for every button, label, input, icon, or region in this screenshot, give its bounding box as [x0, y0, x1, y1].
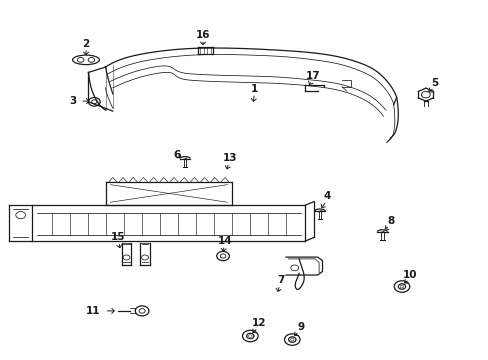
- Text: 2: 2: [82, 39, 89, 49]
- Text: 11: 11: [86, 306, 101, 316]
- Text: 17: 17: [305, 71, 320, 81]
- Text: 1: 1: [250, 84, 257, 94]
- Text: 4: 4: [323, 191, 330, 201]
- Text: 3: 3: [69, 96, 76, 106]
- Text: 7: 7: [277, 275, 284, 285]
- Text: 16: 16: [195, 30, 210, 40]
- Text: 13: 13: [222, 153, 237, 163]
- Text: 10: 10: [402, 270, 417, 280]
- Text: 14: 14: [217, 236, 232, 246]
- Text: 12: 12: [251, 319, 266, 328]
- Text: 5: 5: [430, 78, 437, 88]
- Text: 9: 9: [296, 322, 304, 332]
- Text: 15: 15: [110, 232, 125, 242]
- Text: 6: 6: [174, 150, 181, 160]
- Text: 8: 8: [386, 216, 394, 226]
